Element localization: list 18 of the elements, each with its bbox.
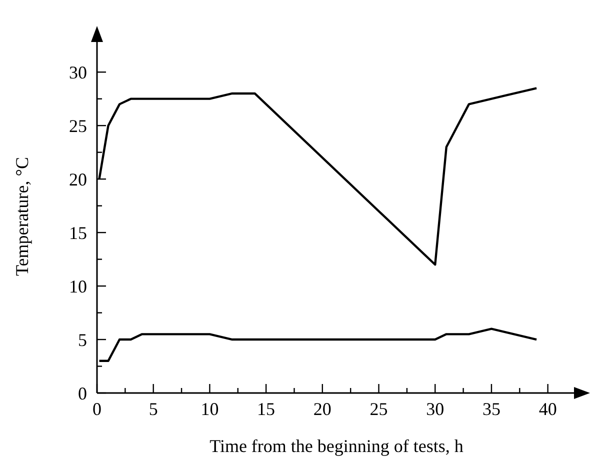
y-tick-label: 5 bbox=[78, 330, 87, 350]
x-tick-label: 0 bbox=[92, 399, 102, 419]
y-tick-label: 10 bbox=[69, 276, 87, 296]
x-tick-label: 5 bbox=[148, 399, 158, 419]
x-tick-label: 10 bbox=[200, 399, 219, 419]
x-tick-label: 30 bbox=[426, 399, 444, 419]
x-tick-label: 40 bbox=[538, 399, 557, 419]
y-tick-label: 0 bbox=[78, 383, 87, 404]
y-tick-label: 15 bbox=[69, 222, 87, 243]
y-axis-title: Temperature, °C bbox=[12, 157, 32, 276]
y-tick-label: 30 bbox=[69, 62, 87, 82]
x-tick-label: 15 bbox=[257, 399, 276, 419]
y-tick-label: 20 bbox=[69, 169, 87, 190]
x-tick-label: 35 bbox=[482, 399, 500, 419]
y-tick-label: 25 bbox=[69, 116, 87, 136]
x-tick-label: 20 bbox=[313, 399, 332, 419]
x-tick-label: 25 bbox=[370, 399, 388, 419]
x-axis-title: Time from the beginning of tests, h bbox=[210, 436, 464, 456]
